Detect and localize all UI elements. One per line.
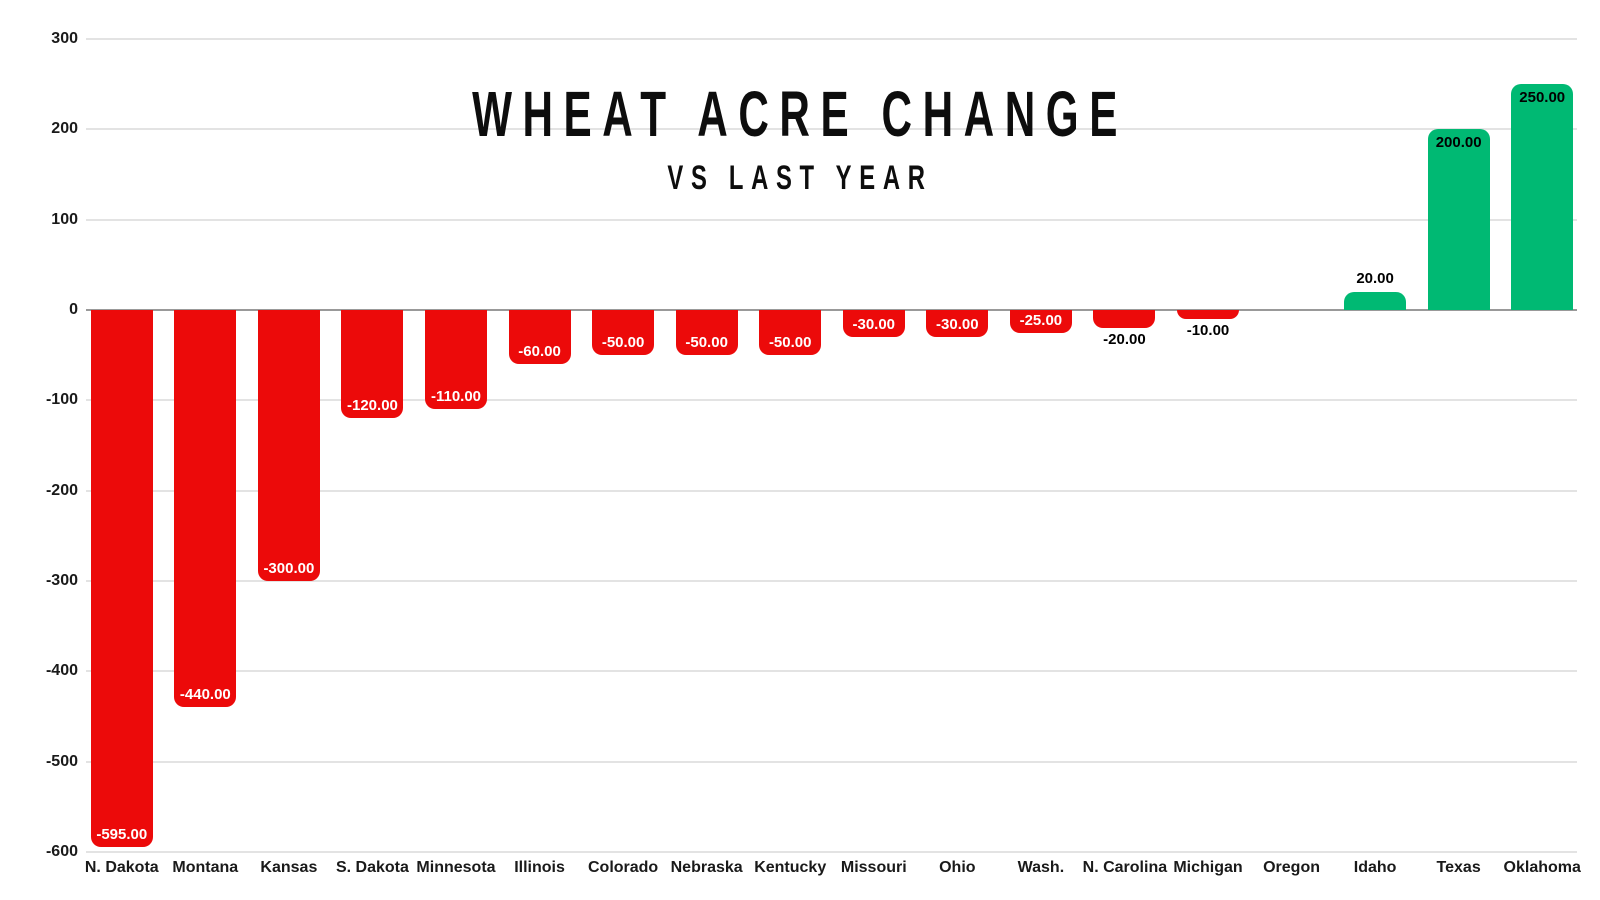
y-axis-label-100: 100	[51, 210, 78, 228]
x-axis-label-missouri: Missouri	[840, 859, 907, 876]
bar-value-kentucky: -50.00	[768, 334, 812, 352]
x-axis-label-ohio: Ohio	[939, 859, 976, 876]
x-axis-label-kentucky: Kentucky	[754, 859, 827, 876]
zero-line	[86, 309, 1577, 311]
x-axis-label-oregon: Oregon	[1263, 859, 1320, 876]
y-axis-label-200: 200	[51, 120, 78, 138]
x-axis-label-minnesota: Minnesota	[416, 859, 496, 876]
bar-kentucky	[759, 310, 822, 356]
bar-value-illinois: -60.00	[518, 343, 561, 361]
bar-value-texas: 200.00	[1435, 134, 1482, 152]
bar-missouri	[842, 310, 905, 338]
chart-title: WHEAT ACRE CHANGE	[472, 78, 1128, 150]
gridline--100	[86, 399, 1577, 402]
x-axis-label-nebraska: Nebraska	[670, 859, 743, 876]
bar-value-n-carolina: -20.00	[1103, 331, 1146, 349]
bar-value-ohio: -30.00	[936, 316, 979, 334]
bar-ohio	[926, 310, 989, 338]
x-axis-label-n-dakota: N. Dakota	[84, 859, 159, 876]
y-axis-label-400: -400	[45, 662, 78, 680]
bar-colorado	[592, 310, 655, 356]
bar-michigan	[1177, 310, 1239, 320]
y-axis-label-600: -600	[45, 843, 78, 860]
bar-value-montana: -440.00	[179, 686, 231, 704]
x-axis-label-oklahoma: Oklahoma	[1503, 859, 1581, 876]
bar-value-n-dakota: -595.00	[96, 826, 148, 844]
bar-value-minnesota: -110.00	[430, 388, 482, 406]
gridline--200	[86, 489, 1577, 492]
bar-wash	[1009, 310, 1072, 333]
gridline--500	[86, 760, 1577, 763]
x-axis-label-texas: Texas	[1436, 859, 1481, 876]
bar-texas	[1427, 129, 1490, 310]
bar-kansas	[257, 310, 320, 581]
chart-subtitle: VS LAST YEAR	[667, 159, 933, 197]
x-axis-label-wash: Wash.	[1017, 859, 1065, 876]
x-axis-label-kansas: Kansas	[260, 859, 318, 876]
bar-value-idaho: 20.00	[1356, 269, 1394, 287]
x-axis-label-s-dakota: S. Dakota	[335, 859, 409, 876]
gridline--600	[86, 851, 1577, 853]
y-axis-label-0: 0	[69, 301, 78, 318]
bar-minnesota	[425, 310, 487, 410]
bar-value-kansas: -300.00	[263, 560, 315, 577]
y-axis-label-500: -500	[45, 752, 78, 770]
bar-idaho	[1344, 291, 1407, 310]
bar-value-s-dakota: -120.00	[347, 397, 398, 415]
gridline-100	[86, 218, 1577, 221]
bar-value-nebraska: -50.00	[685, 334, 728, 352]
bar-oklahoma	[1511, 84, 1574, 310]
gridline--300	[86, 580, 1577, 582]
gridline-300	[86, 38, 1577, 40]
bar-n-carolina	[1093, 310, 1156, 329]
x-axis-label-illinois: Illinois	[514, 859, 565, 876]
bar-value-wash: -25.00	[1019, 311, 1063, 329]
x-axis-label-n-carolina: N. Carolina	[1082, 859, 1168, 876]
y-axis-label-100: -100	[45, 391, 78, 409]
gridline--400	[86, 670, 1577, 673]
bar-montana	[174, 310, 237, 708]
bar-value-michigan: -10.00	[1186, 322, 1230, 340]
bar-nebraska	[675, 310, 738, 356]
bar-illinois	[508, 310, 571, 365]
x-axis-label-idaho: Idaho	[1353, 859, 1397, 876]
y-axis-label-300: 300	[51, 30, 78, 47]
x-axis-label-michigan: Michigan	[1173, 859, 1243, 876]
bar-s-dakota	[341, 310, 404, 419]
y-axis-label-200: -200	[45, 481, 78, 499]
bar-value-missouri: -30.00	[852, 316, 896, 334]
y-axis-label-300: -300	[45, 572, 78, 589]
x-axis-label-colorado: Colorado	[587, 859, 659, 876]
bar-n-dakota	[90, 310, 153, 848]
gridline-200	[86, 128, 1577, 131]
x-axis-label-montana: Montana	[172, 859, 239, 876]
bar-value-colorado: -50.00	[601, 334, 645, 352]
bar-value-oklahoma: 250.00	[1519, 89, 1566, 107]
